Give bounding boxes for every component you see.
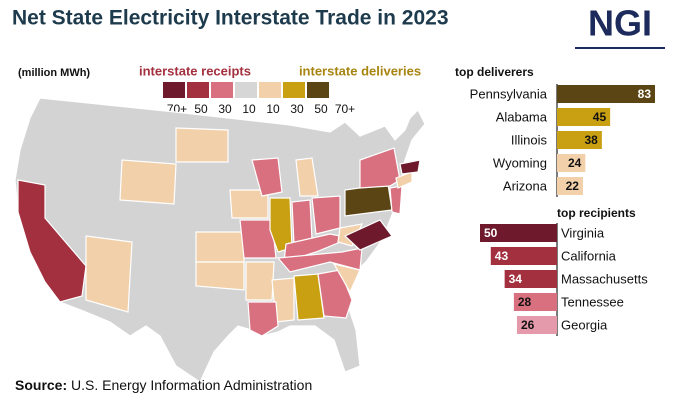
title: Net State Electricity Interstate Trade i… bbox=[12, 7, 449, 30]
category-label: Alabama bbox=[496, 109, 548, 124]
legend-tick: 50 bbox=[314, 102, 328, 116]
legend-swatch bbox=[163, 82, 185, 98]
value-label: 26 bbox=[521, 318, 535, 332]
bar bbox=[557, 177, 583, 195]
source-text: U.S. Energy Information Administration bbox=[71, 377, 312, 393]
legend-swatch bbox=[187, 82, 209, 98]
recipients-title: top recipients bbox=[557, 206, 636, 220]
category-label: Tennessee bbox=[561, 294, 624, 309]
legend-swatch bbox=[283, 82, 305, 98]
unit-label: (million MWh) bbox=[18, 67, 90, 79]
logo: NGI bbox=[588, 3, 652, 44]
deliveries-label: interstate deliveries bbox=[299, 63, 421, 78]
category-label: Arizona bbox=[503, 178, 548, 193]
category-label: Wyoming bbox=[493, 155, 547, 170]
bar bbox=[480, 224, 557, 242]
value-label: 83 bbox=[638, 87, 652, 101]
category-label: California bbox=[561, 248, 617, 263]
bars: 83 Pennsylvania 45 Alabama 38 Illinois 24 Wyomi… bbox=[470, 85, 655, 334]
legend-tick: 50 bbox=[194, 102, 208, 116]
value-label: 43 bbox=[495, 249, 509, 263]
category-label: Pennsylvania bbox=[470, 86, 548, 101]
category-label: Virginia bbox=[561, 225, 605, 240]
bar bbox=[557, 154, 586, 172]
category-label: Georgia bbox=[561, 317, 608, 332]
legend-swatch bbox=[211, 82, 233, 98]
category-label: Massachusetts bbox=[561, 271, 648, 286]
legend: 70+ 50 30 10 10 30 50 70+ bbox=[163, 82, 355, 116]
value-label: 22 bbox=[566, 179, 580, 193]
value-label: 34 bbox=[509, 272, 523, 286]
legend-tick: 70+ bbox=[335, 102, 355, 116]
receipts-label: interstate receipts bbox=[139, 63, 251, 78]
legend-tick: 30 bbox=[290, 102, 304, 116]
bar bbox=[557, 108, 611, 126]
value-label: 45 bbox=[593, 110, 607, 124]
value-label: 38 bbox=[585, 133, 599, 147]
legend-swatch bbox=[259, 82, 281, 98]
deliverers-title: top deliverers bbox=[455, 65, 534, 79]
bar bbox=[504, 270, 557, 288]
source: Source: U.S. Energy Information Administ… bbox=[15, 377, 312, 393]
value-label: 24 bbox=[568, 156, 582, 170]
value-label: 28 bbox=[518, 295, 532, 309]
legend-tick: 10 bbox=[242, 102, 256, 116]
bar bbox=[516, 316, 557, 334]
source-label: Source: bbox=[15, 377, 67, 393]
legend-tick: 30 bbox=[218, 102, 232, 116]
bar bbox=[490, 247, 557, 265]
category-label: Illinois bbox=[511, 132, 548, 147]
us-map bbox=[14, 97, 426, 383]
legend-tick: 10 bbox=[266, 102, 280, 116]
legend-swatch bbox=[307, 82, 329, 98]
value-label: 50 bbox=[484, 226, 498, 240]
bar bbox=[513, 293, 557, 311]
legend-swatch bbox=[235, 82, 257, 98]
bar bbox=[557, 131, 602, 149]
bar bbox=[557, 85, 655, 103]
